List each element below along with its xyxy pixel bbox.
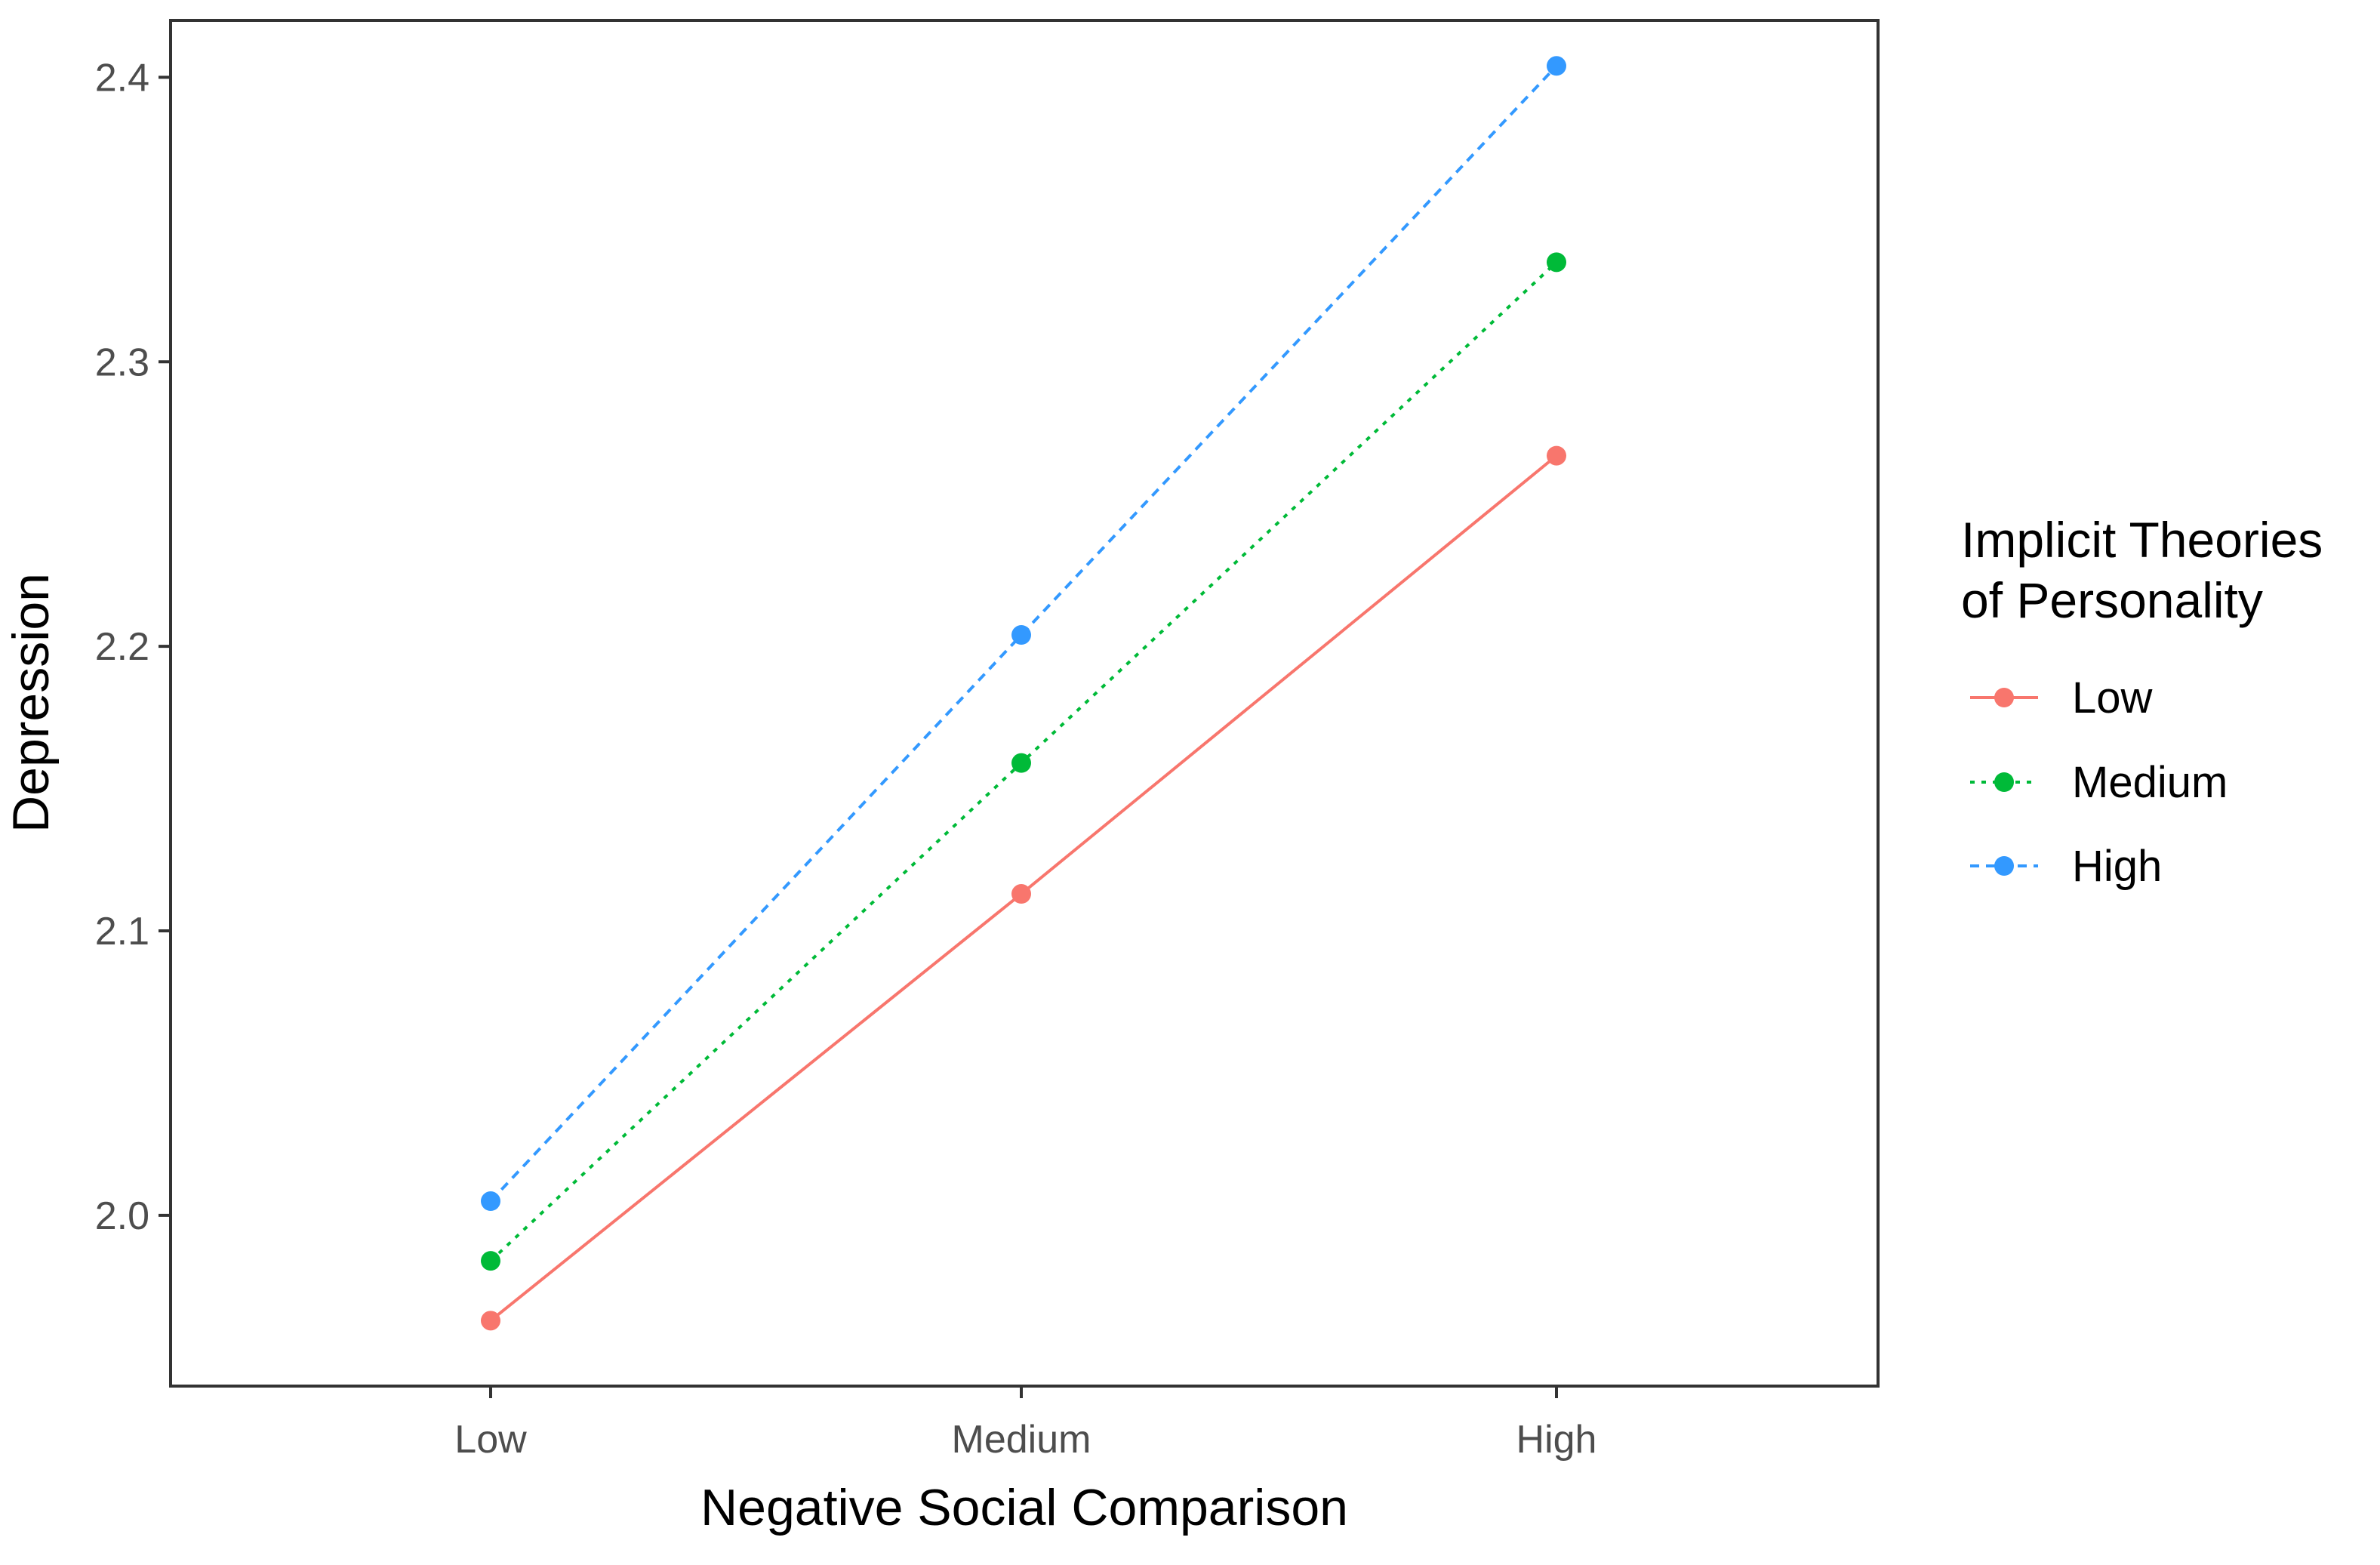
data-point-high-medium <box>1011 625 1031 645</box>
series-line-high <box>489 64 1558 1203</box>
plot-panel <box>169 19 1880 1388</box>
data-point-high-low <box>481 1191 500 1212</box>
legend-key-point <box>1994 856 2014 876</box>
x-axis: Low Medium High <box>454 1386 1596 1462</box>
legend-key-high <box>1970 856 2038 876</box>
y-tick-label: 2.4 <box>95 56 149 100</box>
x-tick-label: Low <box>454 1418 527 1462</box>
legend-label-medium: Medium <box>2072 758 2228 807</box>
y-tick-label: 2.1 <box>95 910 149 953</box>
series-layer <box>481 56 1566 1331</box>
data-point-medium-low <box>481 1251 500 1271</box>
data-point-high-high <box>1547 56 1566 76</box>
series-medium <box>481 252 1566 1271</box>
data-point-low-high <box>1547 445 1566 466</box>
data-point-medium-medium <box>1011 753 1031 773</box>
legend-key-medium <box>1970 772 2038 792</box>
series-low <box>481 445 1566 1331</box>
data-point-low-low <box>481 1311 500 1331</box>
x-tick-label: High <box>1516 1418 1597 1462</box>
y-tick-label: 2.3 <box>95 340 149 384</box>
y-tick-label: 2.0 <box>95 1194 149 1238</box>
y-axis: 2.0 2.1 2.2 2.3 2.4 <box>95 56 171 1238</box>
y-axis-title: Depression <box>2 573 60 833</box>
legend-key-point <box>1994 688 2014 707</box>
legend: Implicit Theories of Personality Low Medi… <box>1961 512 2323 891</box>
y-tick-label: 2.2 <box>95 625 149 669</box>
legend-key-low <box>1970 688 2038 707</box>
data-point-low-medium <box>1011 884 1031 904</box>
legend-label-high: High <box>2072 842 2162 891</box>
series-high <box>481 56 1566 1212</box>
legend-key-point <box>1994 772 2014 792</box>
legend-title-line1: Implicit Theories <box>1961 512 2323 568</box>
data-point-medium-high <box>1547 252 1566 273</box>
legend-items: Low Medium High <box>1970 673 2228 891</box>
legend-label-low: Low <box>2072 673 2154 722</box>
x-axis-title: Negative Social Comparison <box>700 1479 1348 1536</box>
legend-title-line2: of Personality <box>1961 572 2263 628</box>
x-tick-label: Medium <box>952 1418 1091 1462</box>
